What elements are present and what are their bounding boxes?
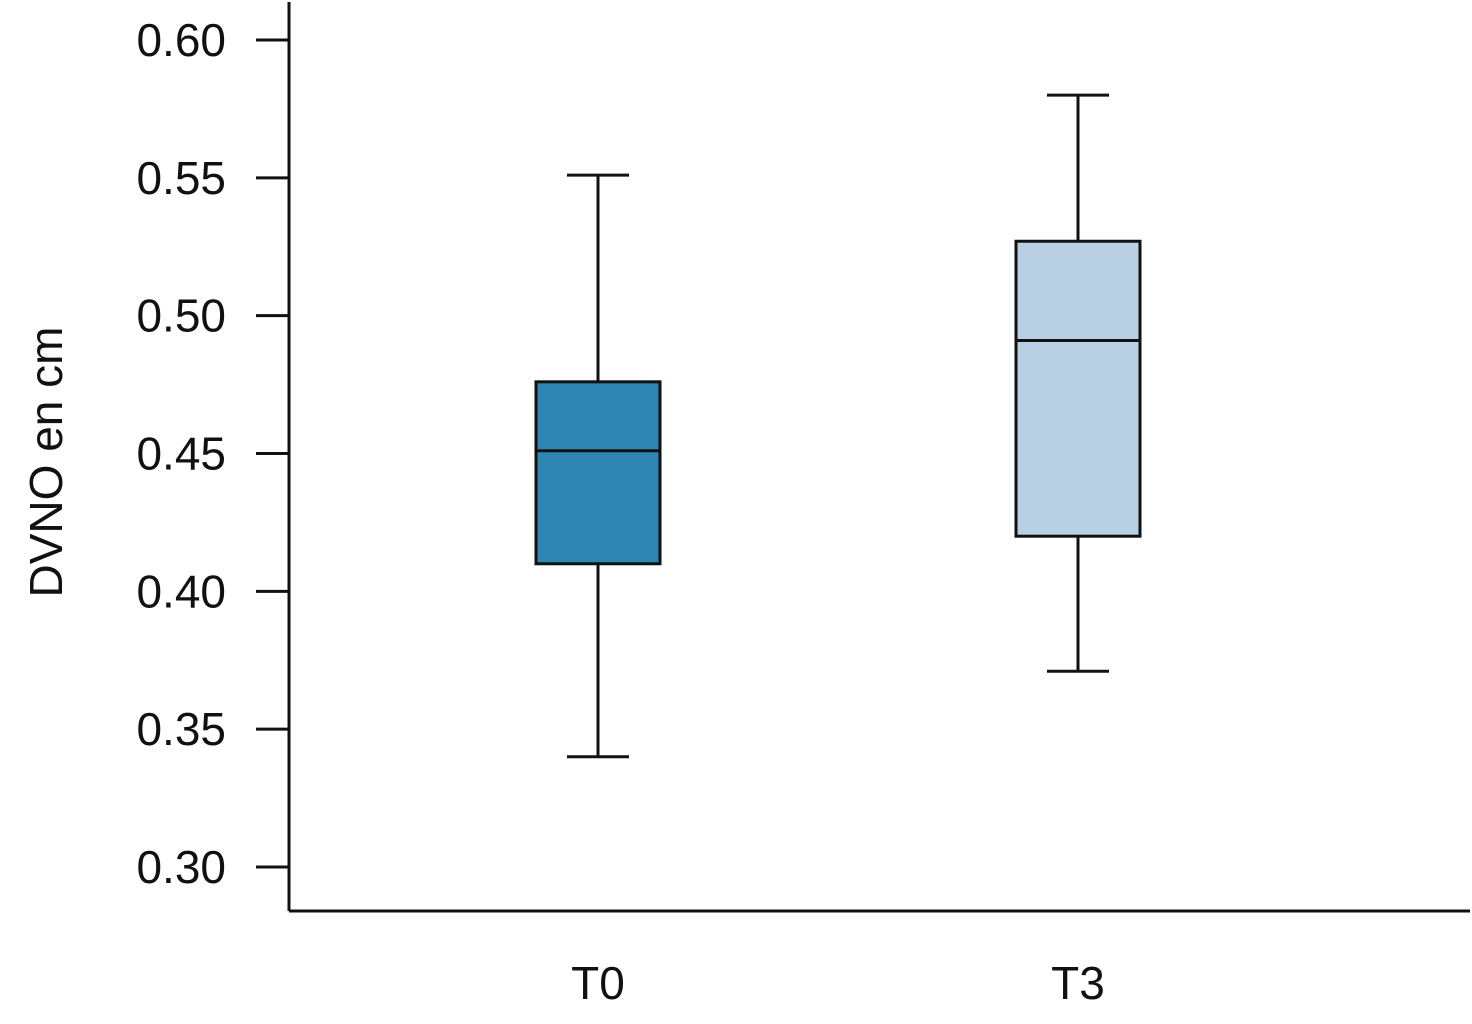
iqr-box [534, 380, 662, 566]
y-tick-label: 0.40 [136, 565, 226, 617]
y-tick-label: 0.50 [136, 290, 226, 342]
iqr-box [1014, 239, 1142, 538]
x-axis: T0 T3 [289, 909, 1470, 1009]
y-tick-label: 0.30 [136, 841, 226, 893]
x-category-label: T3 [1051, 957, 1105, 1009]
box-t0 [534, 173, 662, 759]
y-axis-label: DVNO en cm [20, 327, 72, 598]
boxes-layer [534, 93, 1142, 759]
y-tick-label: 0.35 [136, 703, 226, 755]
y-axis: 0.30 0.35 0.40 0.45 0.50 0.55 0.60 [136, 2, 291, 911]
y-tick-label: 0.60 [136, 14, 226, 66]
y-tick-label: 0.55 [136, 152, 226, 204]
y-tick-label: 0.45 [136, 428, 226, 480]
x-category-label: T0 [571, 957, 625, 1009]
box-t3 [1014, 93, 1142, 673]
